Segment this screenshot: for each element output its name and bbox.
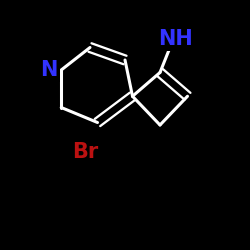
Text: Br: Br [72,142,98,163]
Text: N: N [40,60,58,80]
Text: NH: NH [158,29,192,49]
